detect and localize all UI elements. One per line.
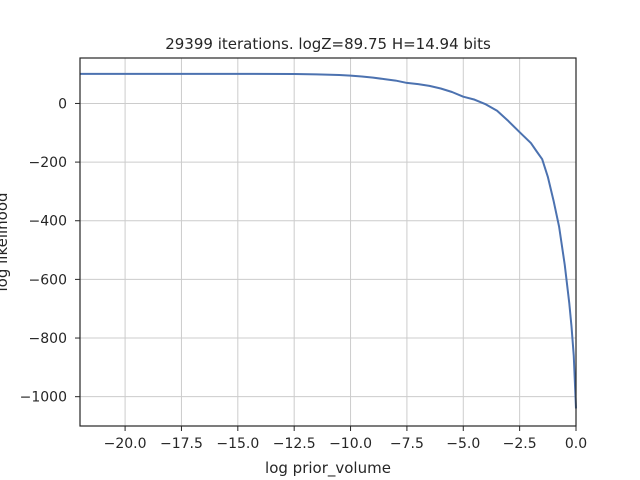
x-tick-label: −20.0 [104, 436, 147, 452]
x-tick-label: −12.5 [273, 436, 316, 452]
y-tick-label: −1000 [20, 390, 67, 406]
x-tick-label: 0.0 [565, 436, 587, 452]
x-tick-label: −5.0 [446, 436, 480, 452]
y-tick-label: −600 [29, 272, 67, 288]
x-tick-label: −7.5 [390, 436, 424, 452]
y-tick-label: −800 [29, 331, 67, 347]
x-tick-label: −2.5 [503, 436, 537, 452]
x-tick-label: −10.0 [329, 436, 372, 452]
plot-frame [79, 57, 577, 427]
y-axis-label: log likelihood [0, 192, 11, 291]
chart-title: 29399 iterations. logZ=89.75 H=14.94 bit… [165, 35, 491, 53]
series-line [80, 72, 577, 409]
y-tick-label: −200 [29, 155, 67, 171]
x-axis-label: log prior_volume [265, 459, 391, 478]
grid [80, 58, 577, 426]
x-axis: −20.0 −17.5 −15.0 −12.5 −10.0 −7.5 −5.0 −2.5 0.0 [104, 426, 587, 452]
x-tick-label: −15.0 [216, 436, 259, 452]
x-tick-label: −17.5 [160, 436, 203, 452]
y-tick-label: −400 [29, 214, 67, 230]
y-axis: 0 −200 −400 −600 −800 −1000 [20, 96, 80, 406]
y-tick-label: 0 [58, 96, 67, 112]
series-layer [80, 72, 577, 409]
